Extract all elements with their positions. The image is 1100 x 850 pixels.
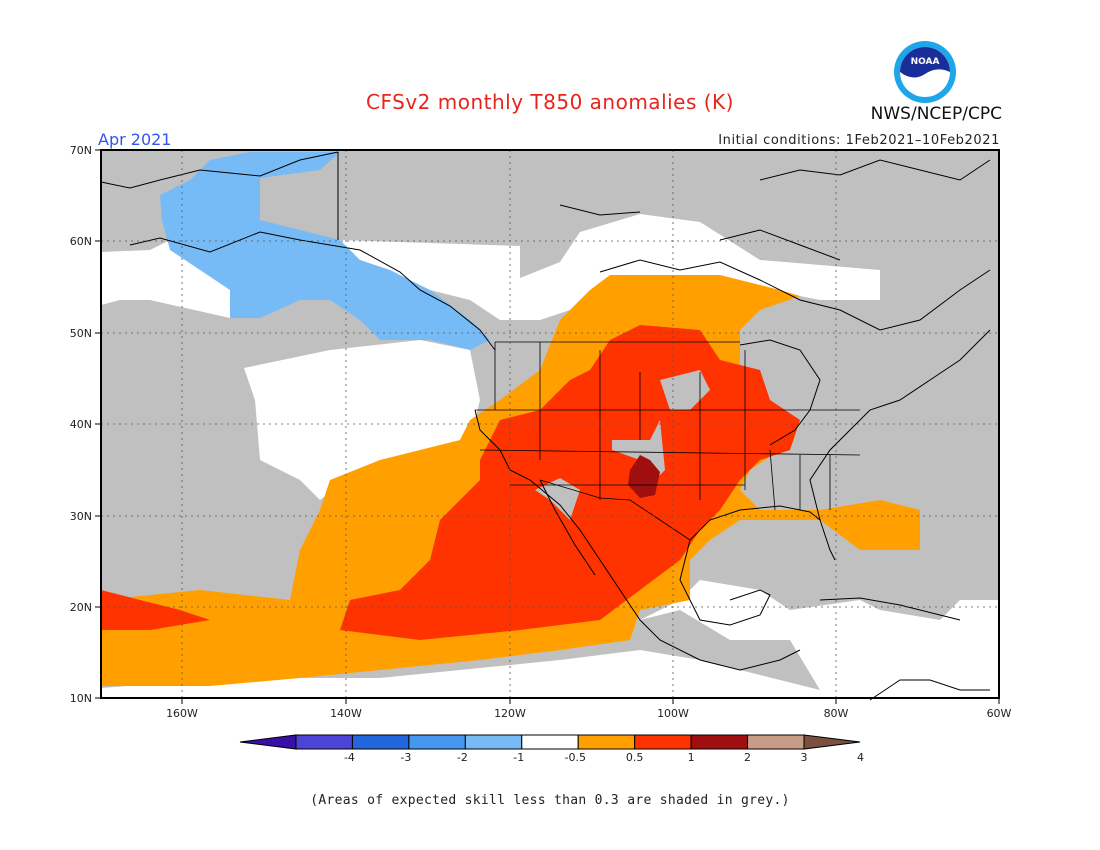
colorbar <box>239 734 861 750</box>
lat-label: 60N <box>70 235 92 248</box>
lat-label: 20N <box>70 601 92 614</box>
colorbar-label: 2 <box>744 751 751 764</box>
lat-label: 10N <box>70 692 92 705</box>
colorbar-label: -4 <box>344 751 355 764</box>
lon-label: 60W <box>987 707 1012 720</box>
noaa-logo-text: NOAA <box>911 57 940 67</box>
skill-note: (Areas of expected skill less than 0.3 a… <box>310 793 790 808</box>
colorbar-label: -0.5 <box>564 751 585 764</box>
lon-label: 100W <box>657 707 689 720</box>
colorbar-swatch <box>747 734 805 750</box>
axis-ticks <box>95 149 1000 704</box>
coastlines <box>100 151 991 701</box>
colorbar-arrow-high <box>803 734 861 750</box>
lon-label: 140W <box>330 707 362 720</box>
lat-lon-grid <box>101 150 999 698</box>
colorbar-swatch <box>577 734 636 750</box>
colorbar-label: 0.5 <box>626 751 644 764</box>
colorbar-labels: -4 -3 -2 -1 -0.5 0.5 1 2 3 4 <box>344 751 864 764</box>
colorbar-label: -3 <box>400 751 411 764</box>
warm-anomaly-3K-region <box>628 455 660 498</box>
map-title: CFSv2 monthly T850 anomalies (K) <box>366 90 734 114</box>
warm-anomaly-2K-region <box>101 325 800 640</box>
lat-label: 50N <box>70 327 92 340</box>
lon-label: 120W <box>494 707 526 720</box>
colorbar-swatch <box>634 734 692 750</box>
lon-label: 80W <box>824 707 849 720</box>
colorbar-swatch <box>690 734 749 750</box>
colorbar-swatch <box>295 734 353 750</box>
forecast-month: Apr 2021 <box>98 130 172 149</box>
cold-anomaly-region <box>160 152 490 350</box>
colorbar-swatch <box>521 734 579 750</box>
colorbar-label: 4 <box>857 751 864 764</box>
lat-label: 30N <box>70 510 92 523</box>
colorbar-label: 1 <box>688 751 695 764</box>
initial-conditions: Initial conditions: 1Feb2021–10Feb2021 <box>718 133 1000 148</box>
colorbar-swatch <box>464 734 523 750</box>
lat-label: 40N <box>70 418 92 431</box>
political-borders <box>475 341 861 541</box>
noaa-logo: NOAA <box>894 41 956 103</box>
lon-label: 160W <box>166 707 198 720</box>
lat-label: 70N <box>70 144 92 157</box>
organization-label: NWS/NCEP/CPC <box>870 104 1002 124</box>
colorbar-swatch <box>351 734 410 750</box>
colorbar-swatch <box>408 734 466 750</box>
colorbar-label: -2 <box>457 751 468 764</box>
colorbar-label: 3 <box>801 751 808 764</box>
colorbar-label: -1 <box>513 751 524 764</box>
colorbar-arrow-low <box>239 734 297 750</box>
